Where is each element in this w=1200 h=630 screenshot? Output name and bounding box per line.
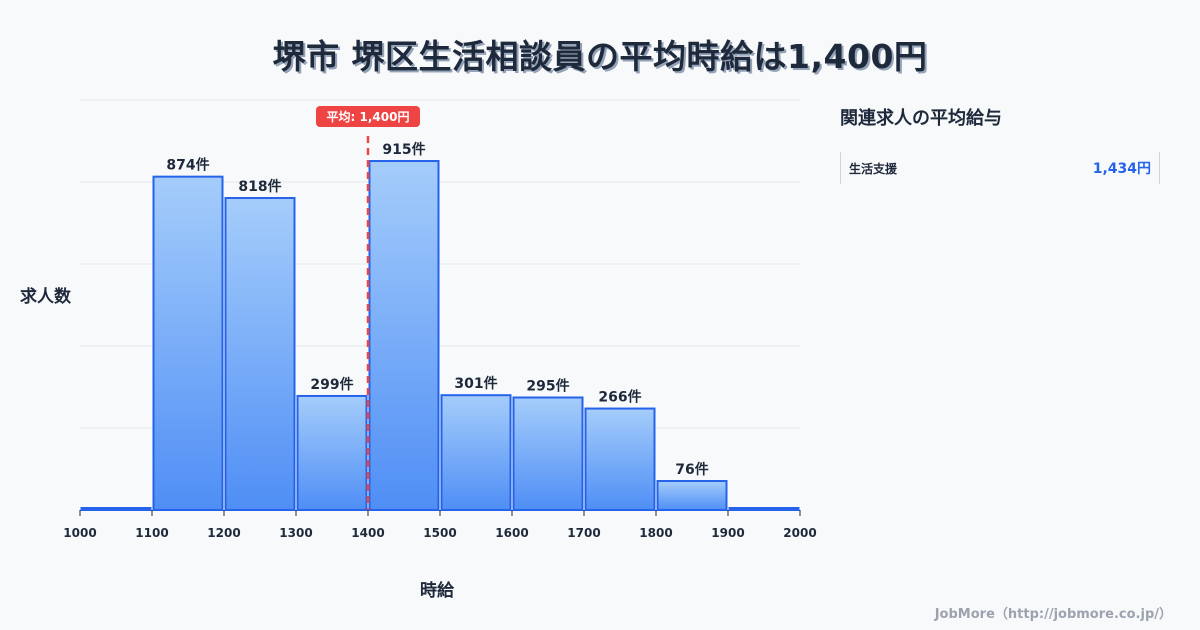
bar-value-label: 874件 [166,157,209,174]
x-axis-ticks: 1000 1100 1200 1300 1400 1500 1600 1700 1800 1900… [63,510,817,540]
mean-badge-label: 平均: 1,400円 [327,109,410,124]
bar-value-label: 295件 [526,377,569,394]
x-tick-label: 1200 [207,526,240,540]
related-job-salary: 1,434円 [1092,161,1151,177]
histogram-bar [368,160,440,511]
page-title: 堺市 堺区生活相談員の平均時給は1,400円 [272,37,928,76]
x-tick-label: 1700 [567,526,600,540]
bar-value-label: 266件 [598,389,641,406]
bar-value-label: 76件 [675,461,708,478]
x-tick-label: 1300 [279,526,312,540]
related-job-name: 生活支援 [849,161,898,176]
x-tick-label: 2000 [783,526,816,540]
bar-value-label: 301件 [454,375,497,392]
histogram-bar [80,507,152,511]
y-axis-label: 求人数 [20,287,71,307]
x-tick-label: 1100 [135,526,168,540]
bars: 874件 818件 299件 915件 301件 295件 266件 76件 [80,141,800,512]
histogram-bar [296,394,368,512]
bar-value-label: 818件 [238,178,281,195]
x-axis-label: 時給 [420,581,454,601]
x-tick-label: 1800 [639,526,672,540]
histogram-bar [512,396,584,511]
x-tick-label: 1500 [423,526,456,540]
histogram-bar [656,480,728,511]
related-salary-item: 生活支援 1,434円 [840,152,1160,184]
bar-value-label: 915件 [382,141,425,158]
footer-credit: JobMore（http://jobmore.co.jp/） [934,607,1172,622]
x-tick-label: 1600 [495,526,528,540]
related-salary-panel: 関連求人の平均給与 生活支援 1,434円 [840,104,1160,184]
x-tick-label: 1000 [63,526,96,540]
histogram-bar [728,507,800,511]
bar-value-label: 299件 [310,376,353,393]
histogram-bar [440,394,512,512]
x-tick-label: 1400 [351,526,384,540]
histogram-bar [152,175,224,511]
histogram-bar [584,407,656,511]
mean-badge [316,106,420,127]
histogram-bar [224,197,296,511]
mean-line: 平均: 1,400円 [316,106,420,510]
x-tick-label: 1900 [711,526,744,540]
related-salary-title: 関連求人の平均給与 [840,108,1002,129]
